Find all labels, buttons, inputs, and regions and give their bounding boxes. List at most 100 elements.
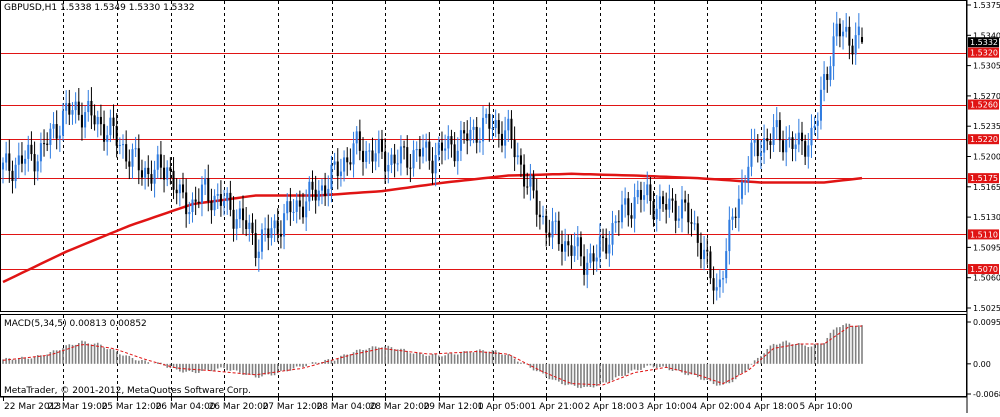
candle-body bbox=[194, 199, 197, 202]
candle-body bbox=[699, 242, 702, 260]
time-tick-label: 28 Mar 20:00 bbox=[370, 402, 430, 412]
candle-body bbox=[687, 202, 690, 223]
candle-body bbox=[421, 147, 425, 157]
candle-body bbox=[665, 204, 668, 210]
candle-body bbox=[857, 26, 860, 36]
candle-body bbox=[273, 220, 276, 229]
candle-body bbox=[96, 116, 99, 125]
candle-body bbox=[463, 130, 466, 134]
candle-body bbox=[715, 287, 718, 291]
candle-body bbox=[412, 150, 415, 169]
candle-body bbox=[90, 100, 93, 116]
candle-body bbox=[159, 154, 162, 168]
candle-body bbox=[365, 151, 368, 162]
time-tick-label: 4 Apr 02:00 bbox=[692, 402, 745, 412]
candle-body bbox=[763, 138, 766, 153]
candle-body bbox=[387, 164, 390, 172]
candle-body bbox=[374, 153, 377, 162]
price-tick-label: 1.5095 bbox=[973, 243, 1000, 252]
candle-body bbox=[475, 126, 478, 143]
candlesticks bbox=[1, 11, 864, 305]
candle-body bbox=[523, 164, 526, 187]
candle-body bbox=[617, 221, 620, 223]
candle-body bbox=[630, 215, 633, 219]
candle-body bbox=[545, 215, 548, 233]
candle-body bbox=[289, 201, 292, 213]
level-price-tag bbox=[968, 47, 999, 58]
candle-body bbox=[147, 167, 150, 175]
candle-body bbox=[301, 206, 305, 218]
candle-body bbox=[371, 150, 374, 162]
candle-body bbox=[84, 112, 87, 128]
candle-body bbox=[737, 198, 740, 218]
time-tick-label: 4 Apr 18:00 bbox=[746, 402, 799, 412]
candle-body bbox=[693, 223, 696, 225]
candle-body bbox=[712, 278, 715, 291]
candle-body bbox=[500, 133, 504, 146]
candle-body bbox=[791, 137, 794, 150]
candle-body bbox=[775, 120, 778, 128]
candle-body bbox=[529, 175, 532, 187]
candle-body bbox=[144, 167, 147, 178]
candle-body bbox=[497, 120, 500, 134]
price-tick-label: 1.5375 bbox=[973, 1, 1000, 10]
candle-body bbox=[254, 233, 257, 258]
candle-body bbox=[197, 201, 200, 203]
candle-body bbox=[204, 178, 207, 185]
candle-body bbox=[756, 139, 759, 157]
candle-body bbox=[633, 197, 636, 219]
candle-body bbox=[71, 110, 74, 115]
candle-body bbox=[709, 251, 712, 279]
candle-body bbox=[238, 208, 241, 220]
macd-header: MACD(5,34,5) 0.00813 0.00852 bbox=[4, 319, 147, 329]
candle-body bbox=[125, 144, 128, 162]
macd-tick-label: 0.00 bbox=[973, 360, 991, 369]
candle-body bbox=[444, 148, 447, 151]
candle-body bbox=[93, 115, 96, 125]
candle-body bbox=[703, 249, 706, 260]
candle-body bbox=[447, 136, 450, 149]
candle-body bbox=[674, 200, 677, 221]
candle-body bbox=[52, 124, 55, 129]
candle-body bbox=[156, 154, 159, 170]
level-price-label: 1.5220 bbox=[970, 135, 998, 144]
candle-body bbox=[662, 196, 665, 205]
candle-body bbox=[99, 116, 102, 125]
candle-body bbox=[434, 155, 437, 174]
candle-body bbox=[384, 151, 387, 172]
candle-body bbox=[343, 157, 346, 172]
time-tick-label: 5 Apr 10:00 bbox=[800, 402, 853, 412]
candle-body bbox=[399, 146, 402, 164]
candle-body bbox=[185, 192, 188, 215]
candle-body bbox=[181, 184, 185, 193]
candle-body bbox=[766, 138, 769, 142]
candle-body bbox=[339, 171, 342, 177]
candle-body bbox=[283, 213, 286, 237]
candle-body bbox=[579, 237, 582, 257]
candle-body bbox=[14, 164, 17, 182]
candle-body bbox=[440, 142, 444, 151]
candle-body bbox=[216, 194, 219, 196]
candle-body bbox=[87, 100, 90, 113]
price-tick-label: 1.5235 bbox=[973, 122, 1000, 131]
candle-body bbox=[245, 220, 248, 230]
candle-body bbox=[782, 140, 785, 153]
candle-body bbox=[472, 126, 475, 130]
macd-tick-label: -0.00686 bbox=[973, 390, 1000, 399]
candle-body bbox=[188, 212, 191, 215]
candle-body bbox=[835, 23, 838, 37]
candle-body bbox=[368, 150, 371, 152]
candle-body bbox=[469, 129, 472, 141]
candle-body bbox=[655, 208, 658, 220]
candle-body bbox=[728, 219, 731, 252]
level-price-tag bbox=[968, 229, 999, 240]
candle-body bbox=[450, 136, 453, 145]
candle-body bbox=[112, 117, 115, 126]
candle-body bbox=[20, 155, 23, 164]
candle-body bbox=[854, 35, 857, 55]
candle-body bbox=[706, 249, 709, 252]
candle-body bbox=[816, 120, 819, 126]
candle-body bbox=[551, 221, 554, 238]
